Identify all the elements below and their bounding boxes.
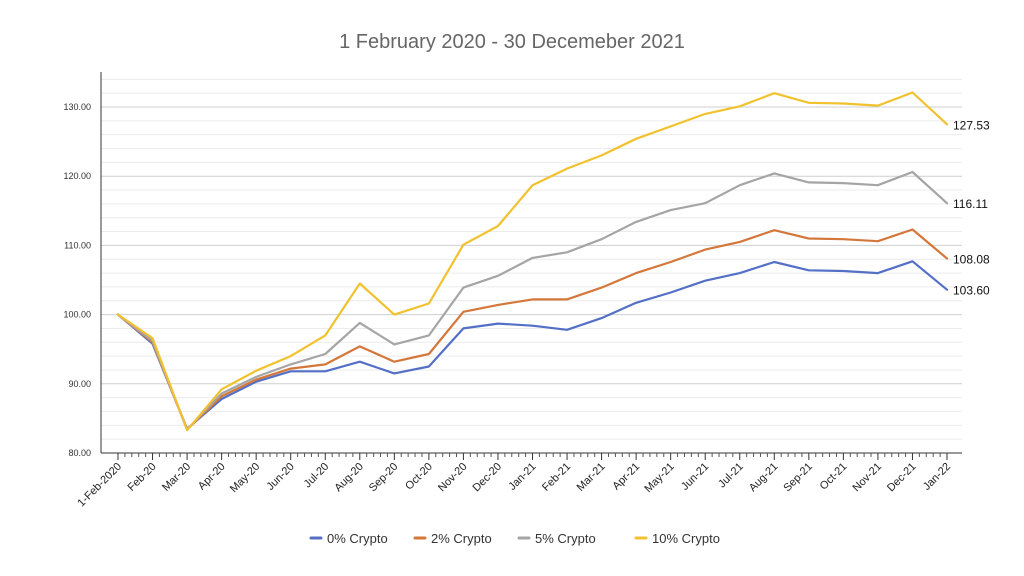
x-tick-label: Apr-20 — [196, 461, 228, 493]
legend-label: 0% Crypto — [327, 531, 388, 546]
x-tick-label: Dec-20 — [471, 461, 505, 495]
y-tick-label: 90.00 — [68, 379, 91, 389]
series-line-10-crypto — [116, 91, 949, 432]
x-tick-label: Dec-21 — [885, 461, 919, 495]
x-tick-label: Jan-21 — [506, 461, 538, 493]
series-line-0-crypto — [116, 260, 949, 430]
x-tick-label: 1-Feb-2020 — [75, 461, 124, 510]
end-value-label: 127.53 — [953, 118, 990, 132]
end-value-label: 108.08 — [953, 253, 990, 267]
x-tick-label: Jul-20 — [302, 461, 332, 491]
series-line-2-crypto — [116, 228, 949, 431]
legend-label: 2% Crypto — [431, 531, 492, 546]
y-tick-label: 100.00 — [63, 310, 91, 320]
x-tick-label: May-21 — [642, 461, 676, 495]
end-value-label: 116.11 — [953, 197, 988, 211]
axes — [100, 72, 962, 460]
legend-label: 10% Crypto — [652, 531, 720, 546]
series-line-5-crypto — [116, 170, 949, 431]
series-lines — [116, 91, 949, 432]
x-tick-label: May-20 — [228, 461, 262, 495]
x-tick-label: Jan-22 — [921, 461, 953, 493]
chart-title: 1 February 2020 - 30 Decemeber 2021 — [339, 31, 685, 53]
x-tick-label: Jun-21 — [679, 461, 711, 493]
x-tick-label: Mar-21 — [575, 461, 608, 494]
x-tick-label: Nov-20 — [436, 461, 470, 495]
x-tick-label: Jun-20 — [265, 461, 297, 493]
y-tick-label: 80.00 — [68, 448, 91, 458]
x-tick-label: Feb-21 — [540, 461, 573, 494]
y-tick-label: 130.00 — [63, 102, 91, 112]
x-tick-label: Jul-21 — [716, 461, 746, 491]
x-tick-label: Feb-20 — [126, 461, 159, 494]
legend: 0% Crypto 2% Crypto 5% Crypto 10% Crypto — [309, 531, 720, 546]
x-tick-label: Aug-20 — [332, 461, 366, 495]
end-value-labels: 103.60 108.08 116.11 127.53 — [953, 118, 990, 297]
y-tick-label: 110.00 — [64, 240, 91, 250]
x-tick-label: Nov-21 — [850, 461, 884, 495]
x-tick-label: Aug-21 — [747, 461, 781, 495]
x-tick-label: Oct-20 — [403, 461, 435, 493]
y-axis-tick-labels: 80.00 90.00 100.00 110.00 120.00 130.00 — [63, 102, 91, 458]
end-value-label: 103.60 — [953, 284, 990, 298]
y-tick-label: 120.00 — [63, 171, 91, 181]
x-tick-label: Apr-21 — [610, 461, 642, 493]
legend-label: 5% Crypto — [535, 531, 596, 546]
x-tick-label: Oct-21 — [818, 461, 850, 493]
x-tick-label: Sep-20 — [367, 461, 401, 495]
x-tick-label: Sep-21 — [781, 461, 815, 495]
x-tick-label: Mar-20 — [160, 461, 193, 494]
x-axis-tick-labels: 1-Feb-2020 Feb-20 Mar-20 Apr-20 May-20 Jun-20… — [75, 461, 953, 510]
